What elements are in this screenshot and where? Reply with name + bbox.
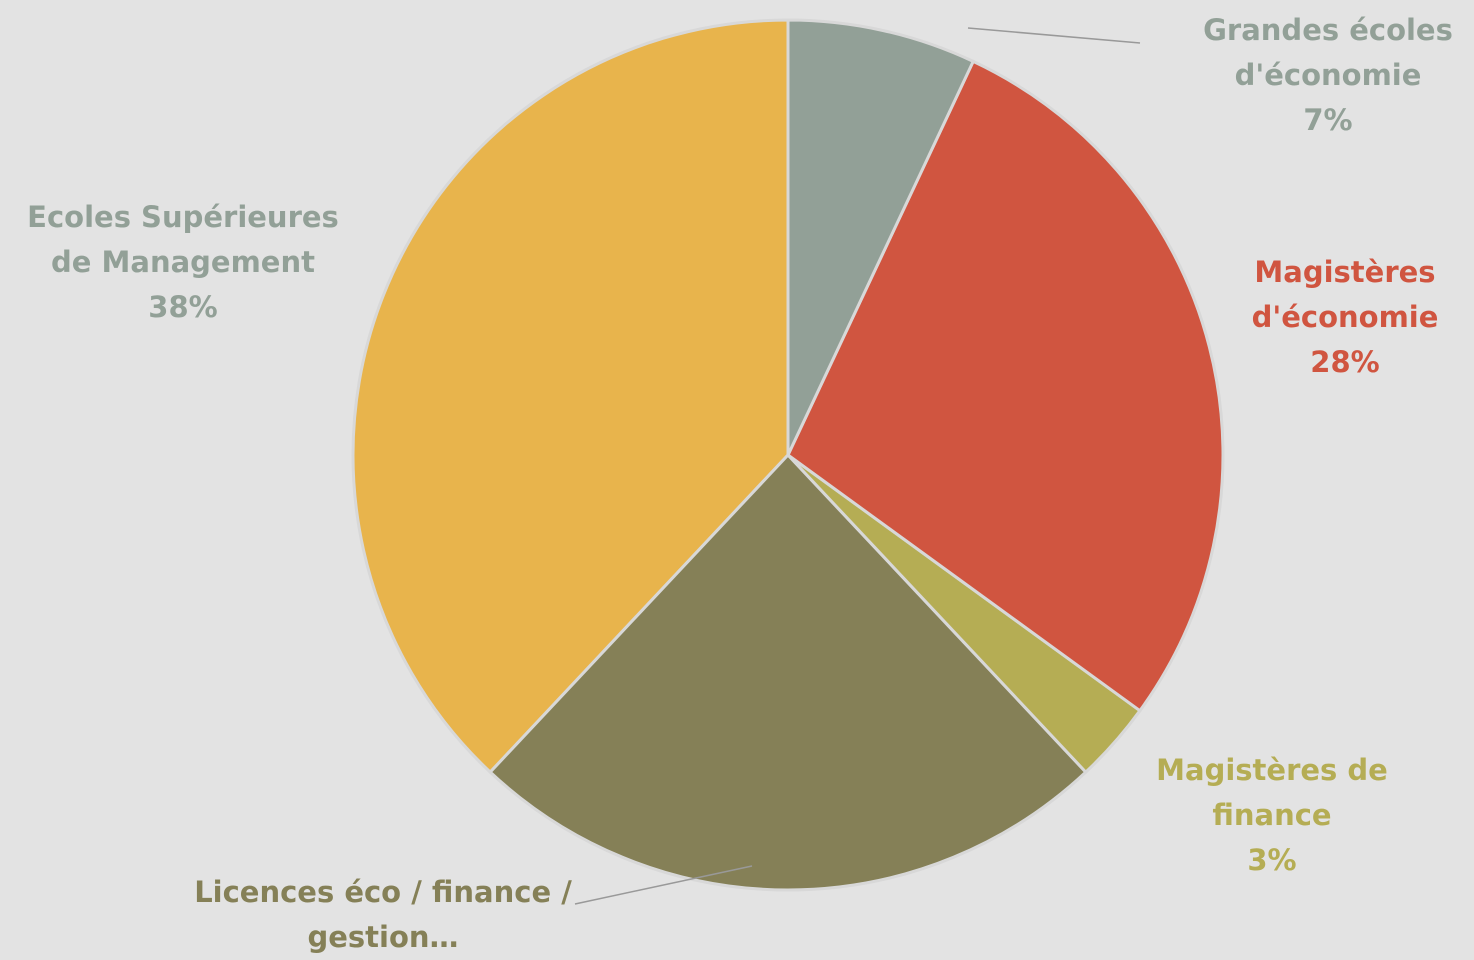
category-label: Magistères de finance bbox=[1156, 753, 1388, 832]
category-label: Licences éco / finance / gestion… bbox=[194, 875, 572, 954]
pie-slice bbox=[786, 59, 1225, 713]
pie-slice bbox=[786, 18, 976, 456]
leader-line bbox=[574, 865, 753, 905]
value-label: 28% bbox=[1310, 345, 1380, 379]
slice-label: Magistères de finance 3% bbox=[1132, 748, 1412, 883]
leader-line bbox=[967, 27, 1141, 44]
pie-slice bbox=[351, 18, 790, 775]
value-label: 7% bbox=[1303, 103, 1353, 137]
category-label: Grandes écoles d'économie bbox=[1203, 13, 1453, 92]
pie-slice bbox=[488, 452, 1088, 892]
value-label: 38% bbox=[148, 290, 218, 324]
value-label: 3% bbox=[1247, 843, 1297, 877]
slice-label: Ecoles Supérieures de Management 38% bbox=[3, 195, 363, 330]
slice-label: Licences éco / finance / gestion… bbox=[143, 870, 623, 960]
category-label: Ecoles Supérieures de Management bbox=[27, 200, 339, 279]
category-label: Magistères d'économie bbox=[1251, 255, 1439, 334]
slice-label: Grandes écoles d'économie 7% bbox=[1178, 8, 1474, 143]
slice-label: Magistères d'économie 28% bbox=[1225, 250, 1465, 385]
